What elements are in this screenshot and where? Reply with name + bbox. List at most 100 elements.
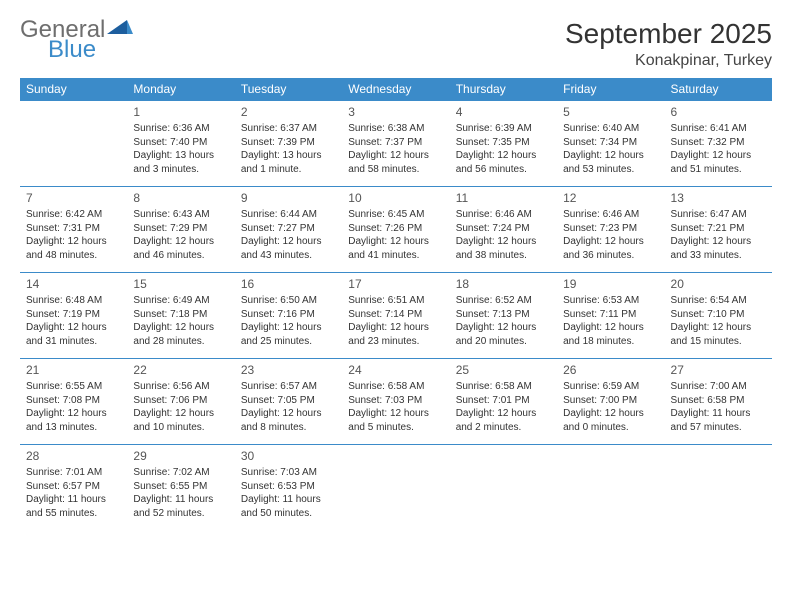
sunset-text: Sunset: 7:27 PM xyxy=(241,222,336,236)
sunrise-text: Sunrise: 6:51 AM xyxy=(348,294,443,308)
sunrise-text: Sunrise: 6:58 AM xyxy=(348,380,443,394)
page-header: General Blue September 2025 Konakpinar, … xyxy=(20,18,772,70)
daylight-text: Daylight: 12 hours and 8 minutes. xyxy=(241,407,336,434)
day-number: 19 xyxy=(563,276,658,292)
calendar-week-row: 14Sunrise: 6:48 AMSunset: 7:19 PMDayligh… xyxy=(20,273,772,359)
sunrise-text: Sunrise: 7:00 AM xyxy=(671,380,766,394)
calendar-week-row: 21Sunrise: 6:55 AMSunset: 7:08 PMDayligh… xyxy=(20,359,772,445)
sunset-text: Sunset: 7:37 PM xyxy=(348,136,443,150)
daylight-text: Daylight: 12 hours and 51 minutes. xyxy=(671,149,766,176)
sunrise-text: Sunrise: 6:57 AM xyxy=(241,380,336,394)
calendar-day-cell: 23Sunrise: 6:57 AMSunset: 7:05 PMDayligh… xyxy=(235,359,342,445)
title-block: September 2025 Konakpinar, Turkey xyxy=(565,18,772,70)
day-number: 28 xyxy=(26,448,121,464)
calendar-day-cell: 8Sunrise: 6:43 AMSunset: 7:29 PMDaylight… xyxy=(127,187,234,273)
sunset-text: Sunset: 7:34 PM xyxy=(563,136,658,150)
sunset-text: Sunset: 6:58 PM xyxy=(671,394,766,408)
sunrise-text: Sunrise: 6:54 AM xyxy=(671,294,766,308)
calendar-day-cell: 30Sunrise: 7:03 AMSunset: 6:53 PMDayligh… xyxy=(235,445,342,531)
daylight-text: Daylight: 12 hours and 0 minutes. xyxy=(563,407,658,434)
calendar-day-cell: 6Sunrise: 6:41 AMSunset: 7:32 PMDaylight… xyxy=(665,101,772,187)
daylight-text: Daylight: 12 hours and 2 minutes. xyxy=(456,407,551,434)
day-number: 26 xyxy=(563,362,658,378)
sunrise-text: Sunrise: 6:40 AM xyxy=(563,122,658,136)
day-number: 24 xyxy=(348,362,443,378)
sunrise-text: Sunrise: 6:43 AM xyxy=(133,208,228,222)
weekday-header: Friday xyxy=(557,78,664,101)
day-number: 15 xyxy=(133,276,228,292)
sunrise-text: Sunrise: 6:47 AM xyxy=(671,208,766,222)
sunset-text: Sunset: 7:19 PM xyxy=(26,308,121,322)
calendar-day-cell: 9Sunrise: 6:44 AMSunset: 7:27 PMDaylight… xyxy=(235,187,342,273)
day-number: 17 xyxy=(348,276,443,292)
sunset-text: Sunset: 7:11 PM xyxy=(563,308,658,322)
weekday-header: Thursday xyxy=(450,78,557,101)
daylight-text: Daylight: 11 hours and 57 minutes. xyxy=(671,407,766,434)
calendar-body: 1Sunrise: 6:36 AMSunset: 7:40 PMDaylight… xyxy=(20,101,772,531)
sunset-text: Sunset: 7:26 PM xyxy=(348,222,443,236)
sunset-text: Sunset: 7:39 PM xyxy=(241,136,336,150)
sunrise-text: Sunrise: 6:48 AM xyxy=(26,294,121,308)
sunset-text: Sunset: 7:31 PM xyxy=(26,222,121,236)
daylight-text: Daylight: 11 hours and 50 minutes. xyxy=(241,493,336,520)
sunset-text: Sunset: 7:40 PM xyxy=(133,136,228,150)
sunset-text: Sunset: 6:53 PM xyxy=(241,480,336,494)
calendar-day-cell xyxy=(342,445,449,531)
day-number: 6 xyxy=(671,104,766,120)
day-number: 27 xyxy=(671,362,766,378)
day-number: 25 xyxy=(456,362,551,378)
calendar-day-cell: 1Sunrise: 6:36 AMSunset: 7:40 PMDaylight… xyxy=(127,101,234,187)
sunrise-text: Sunrise: 6:41 AM xyxy=(671,122,766,136)
calendar-week-row: 7Sunrise: 6:42 AMSunset: 7:31 PMDaylight… xyxy=(20,187,772,273)
sunrise-text: Sunrise: 6:52 AM xyxy=(456,294,551,308)
calendar-day-cell: 25Sunrise: 6:58 AMSunset: 7:01 PMDayligh… xyxy=(450,359,557,445)
calendar-week-row: 1Sunrise: 6:36 AMSunset: 7:40 PMDaylight… xyxy=(20,101,772,187)
daylight-text: Daylight: 12 hours and 33 minutes. xyxy=(671,235,766,262)
sunset-text: Sunset: 7:08 PM xyxy=(26,394,121,408)
weekday-header: Saturday xyxy=(665,78,772,101)
sunset-text: Sunset: 6:57 PM xyxy=(26,480,121,494)
calendar-day-cell: 19Sunrise: 6:53 AMSunset: 7:11 PMDayligh… xyxy=(557,273,664,359)
daylight-text: Daylight: 12 hours and 18 minutes. xyxy=(563,321,658,348)
sunrise-text: Sunrise: 6:55 AM xyxy=(26,380,121,394)
calendar-day-cell: 15Sunrise: 6:49 AMSunset: 7:18 PMDayligh… xyxy=(127,273,234,359)
daylight-text: Daylight: 13 hours and 1 minute. xyxy=(241,149,336,176)
daylight-text: Daylight: 12 hours and 48 minutes. xyxy=(26,235,121,262)
calendar-day-cell: 4Sunrise: 6:39 AMSunset: 7:35 PMDaylight… xyxy=(450,101,557,187)
daylight-text: Daylight: 12 hours and 56 minutes. xyxy=(456,149,551,176)
sunrise-text: Sunrise: 6:36 AM xyxy=(133,122,228,136)
daylight-text: Daylight: 11 hours and 52 minutes. xyxy=(133,493,228,520)
logo-text-blue: Blue xyxy=(48,38,133,62)
daylight-text: Daylight: 12 hours and 41 minutes. xyxy=(348,235,443,262)
sunrise-text: Sunrise: 6:39 AM xyxy=(456,122,551,136)
calendar-day-cell: 11Sunrise: 6:46 AMSunset: 7:24 PMDayligh… xyxy=(450,187,557,273)
sunrise-text: Sunrise: 7:03 AM xyxy=(241,466,336,480)
sunrise-text: Sunrise: 6:56 AM xyxy=(133,380,228,394)
location-label: Konakpinar, Turkey xyxy=(565,52,772,70)
weekday-header: Tuesday xyxy=(235,78,342,101)
day-number: 7 xyxy=(26,190,121,206)
sunrise-text: Sunrise: 6:38 AM xyxy=(348,122,443,136)
calendar-day-cell: 7Sunrise: 6:42 AMSunset: 7:31 PMDaylight… xyxy=(20,187,127,273)
calendar-day-cell xyxy=(20,101,127,187)
sunrise-text: Sunrise: 7:02 AM xyxy=(133,466,228,480)
calendar-week-row: 28Sunrise: 7:01 AMSunset: 6:57 PMDayligh… xyxy=(20,445,772,531)
sunset-text: Sunset: 7:29 PM xyxy=(133,222,228,236)
sunset-text: Sunset: 7:16 PM xyxy=(241,308,336,322)
calendar-day-cell: 10Sunrise: 6:45 AMSunset: 7:26 PMDayligh… xyxy=(342,187,449,273)
day-number: 13 xyxy=(671,190,766,206)
calendar-day-cell: 3Sunrise: 6:38 AMSunset: 7:37 PMDaylight… xyxy=(342,101,449,187)
calendar-day-cell: 2Sunrise: 6:37 AMSunset: 7:39 PMDaylight… xyxy=(235,101,342,187)
calendar-day-cell xyxy=(450,445,557,531)
daylight-text: Daylight: 12 hours and 38 minutes. xyxy=(456,235,551,262)
daylight-text: Daylight: 12 hours and 31 minutes. xyxy=(26,321,121,348)
sunset-text: Sunset: 7:01 PM xyxy=(456,394,551,408)
daylight-text: Daylight: 12 hours and 53 minutes. xyxy=(563,149,658,176)
calendar-day-cell: 27 Sunrise: 7:00 AMSunset: 6:58 PMDayligh… xyxy=(665,359,772,445)
sunrise-text: Sunrise: 6:44 AM xyxy=(241,208,336,222)
daylight-text: Daylight: 12 hours and 23 minutes. xyxy=(348,321,443,348)
sunset-text: Sunset: 7:03 PM xyxy=(348,394,443,408)
day-number: 2 xyxy=(241,104,336,120)
sunset-text: Sunset: 7:13 PM xyxy=(456,308,551,322)
daylight-text: Daylight: 12 hours and 25 minutes. xyxy=(241,321,336,348)
